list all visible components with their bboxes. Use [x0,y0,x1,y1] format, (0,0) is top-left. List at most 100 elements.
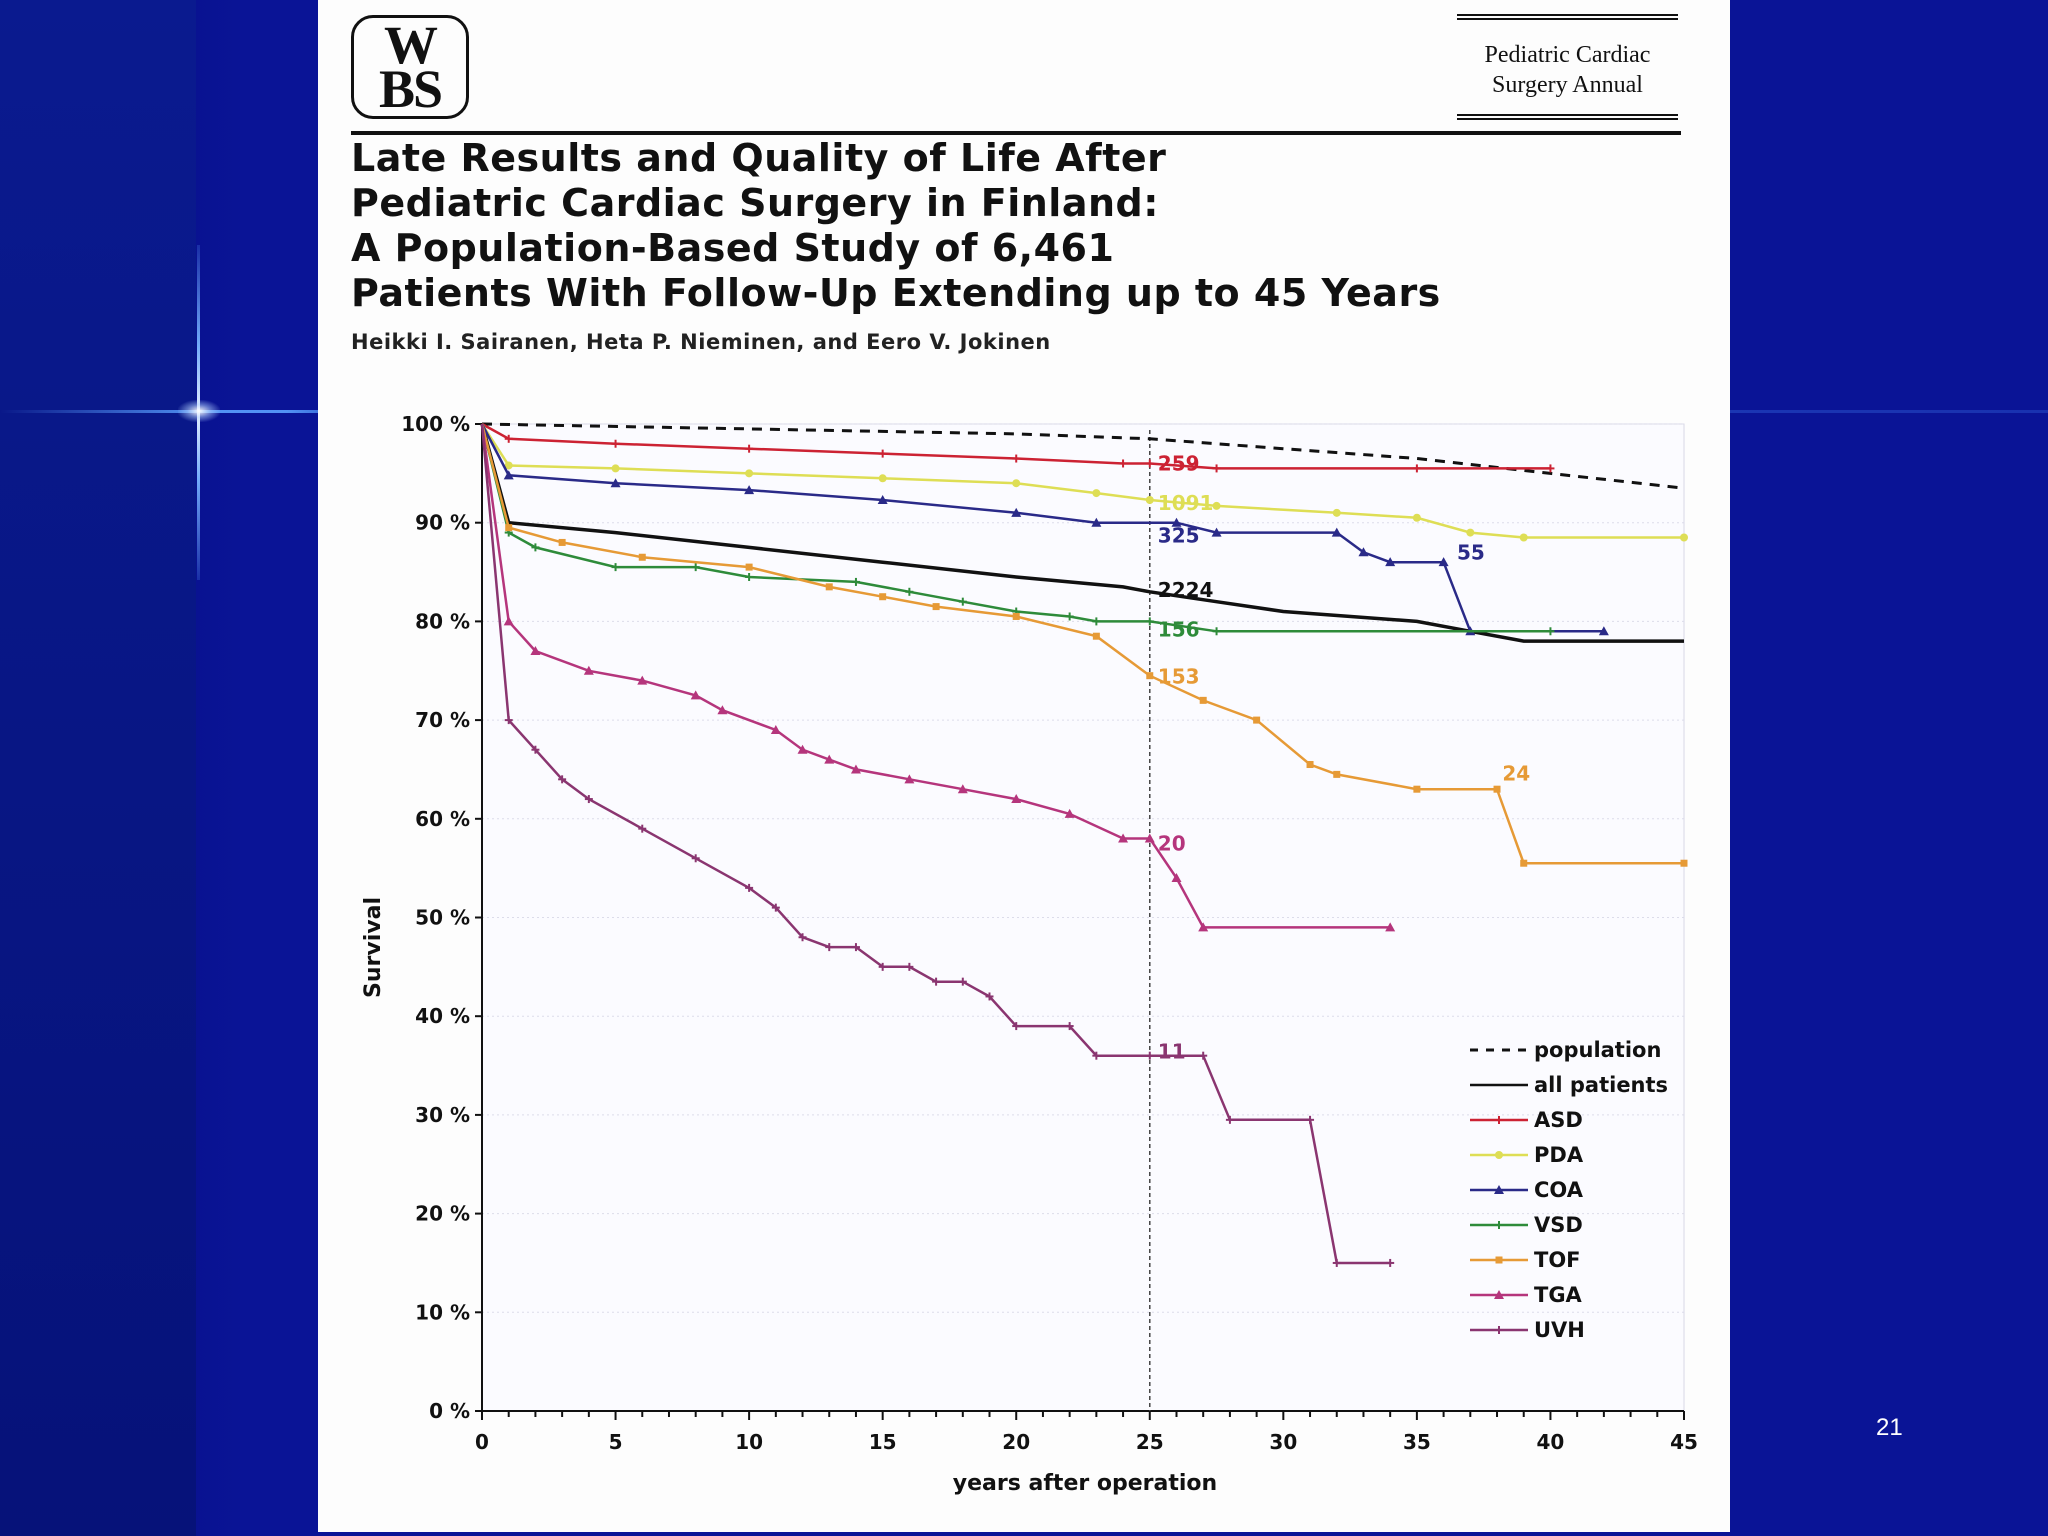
data-point [717,705,728,715]
series-line-tga [480,423,1391,929]
count-label: 11 [1158,1040,1186,1064]
series-vsd [480,423,1555,636]
count-label: 325 [1158,524,1200,548]
series-asd [481,422,1555,473]
data-point [798,933,807,942]
data-point [1145,495,1154,504]
y-tick-label: 20 % [415,1202,470,1226]
data-point [1145,617,1154,626]
data-point [1495,1326,1503,1334]
series-tga [480,423,1396,932]
data-point [1438,557,1449,567]
x-tick-label: 5 [609,1430,623,1454]
y-tick-label: 0 % [429,1399,470,1423]
data-point [531,745,540,754]
data-point [1064,808,1075,818]
data-point [638,553,646,561]
title-line: Patients With Follow-Up Extending up to … [351,271,1441,315]
data-point [584,795,593,804]
data-point [1144,833,1155,843]
legend-label: population [1534,1038,1661,1062]
data-point [770,724,781,734]
data-point [1092,489,1101,498]
data-point [1466,528,1475,537]
x-tick-label: 15 [869,1430,897,1454]
data-point [1146,672,1154,680]
y-tick-label: 70 % [415,708,470,732]
logo-letters-bs: BS [379,62,443,116]
x-tick-label: 45 [1670,1430,1698,1454]
data-point [611,439,620,448]
series-pda [480,423,1688,542]
data-point [1495,1116,1503,1124]
data-point [1198,922,1209,932]
data-point [1225,1115,1234,1124]
x-tick-label: 10 [735,1430,763,1454]
data-point [851,943,860,952]
series-uvh [480,423,1395,1267]
data-point [1119,459,1128,468]
data-point [744,485,755,495]
journal-name-line: Surgery Annual [1492,72,1643,98]
legend-item: PDA [1470,1143,1584,1167]
x-tick-label: 35 [1403,1430,1431,1454]
count-label: 153 [1158,665,1200,689]
count-label: 55 [1457,540,1485,564]
data-point [1145,1051,1154,1060]
y-tick-label: 40 % [415,1004,470,1028]
annotations: 259 1091 325 55 2224 156 153 24 20 11 [1158,451,1530,1063]
article-authors: Heikki I. Sairanen, Heta P. Nieminen, an… [351,330,1051,354]
data-point [1199,1051,1208,1060]
data-point [1520,859,1528,867]
data-point [1493,785,1501,793]
data-point [531,543,540,552]
data-point [1012,1022,1021,1031]
data-point [1211,527,1222,537]
legend-label: ASD [1534,1108,1583,1132]
data-point [637,675,648,685]
data-point [503,616,514,626]
legend-item: population [1470,1038,1661,1062]
data-point [745,469,754,478]
data-point [825,583,833,591]
legend-item: TOF [1470,1248,1581,1272]
data-point [1306,761,1314,769]
x-tick-label: 25 [1136,1430,1164,1454]
data-point [530,646,541,656]
data-point [745,563,753,571]
y-tick-label: 60 % [415,807,470,831]
data-point [1495,1221,1503,1229]
data-point [1065,1022,1074,1031]
data-point [878,962,887,971]
data-point [558,538,566,546]
legend-item: COA [1470,1178,1584,1202]
journal-name: Pediatric Cardiac Surgery Annual [1457,14,1678,120]
data-point [1065,612,1074,621]
logo-letter-s: S [412,59,443,119]
y-tick-label: 30 % [415,1103,470,1127]
y-tick-label: 90 % [415,511,470,535]
data-point [985,992,994,1001]
data-point [583,665,594,675]
data-point [1306,1115,1315,1124]
series-line-all-patients [480,423,1684,643]
count-label: 259 [1158,451,1200,475]
data-point [877,494,888,504]
data-point [1519,533,1528,542]
data-point [771,903,780,912]
legend-item: UVH [1470,1318,1585,1342]
data-point [1494,1290,1504,1299]
data-point [558,775,567,784]
data-point [611,563,620,572]
data-point [1412,513,1421,522]
legend-label: TGA [1534,1283,1583,1307]
x-tick-label: 40 [1537,1430,1565,1454]
data-point [1199,696,1207,704]
data-point [1386,1258,1395,1267]
gridlines [481,423,1685,1412]
data-point [932,603,940,611]
data-point [1171,517,1182,527]
legend-label: COA [1534,1178,1584,1202]
data-point [611,464,620,473]
series-line-pda [480,423,1684,539]
